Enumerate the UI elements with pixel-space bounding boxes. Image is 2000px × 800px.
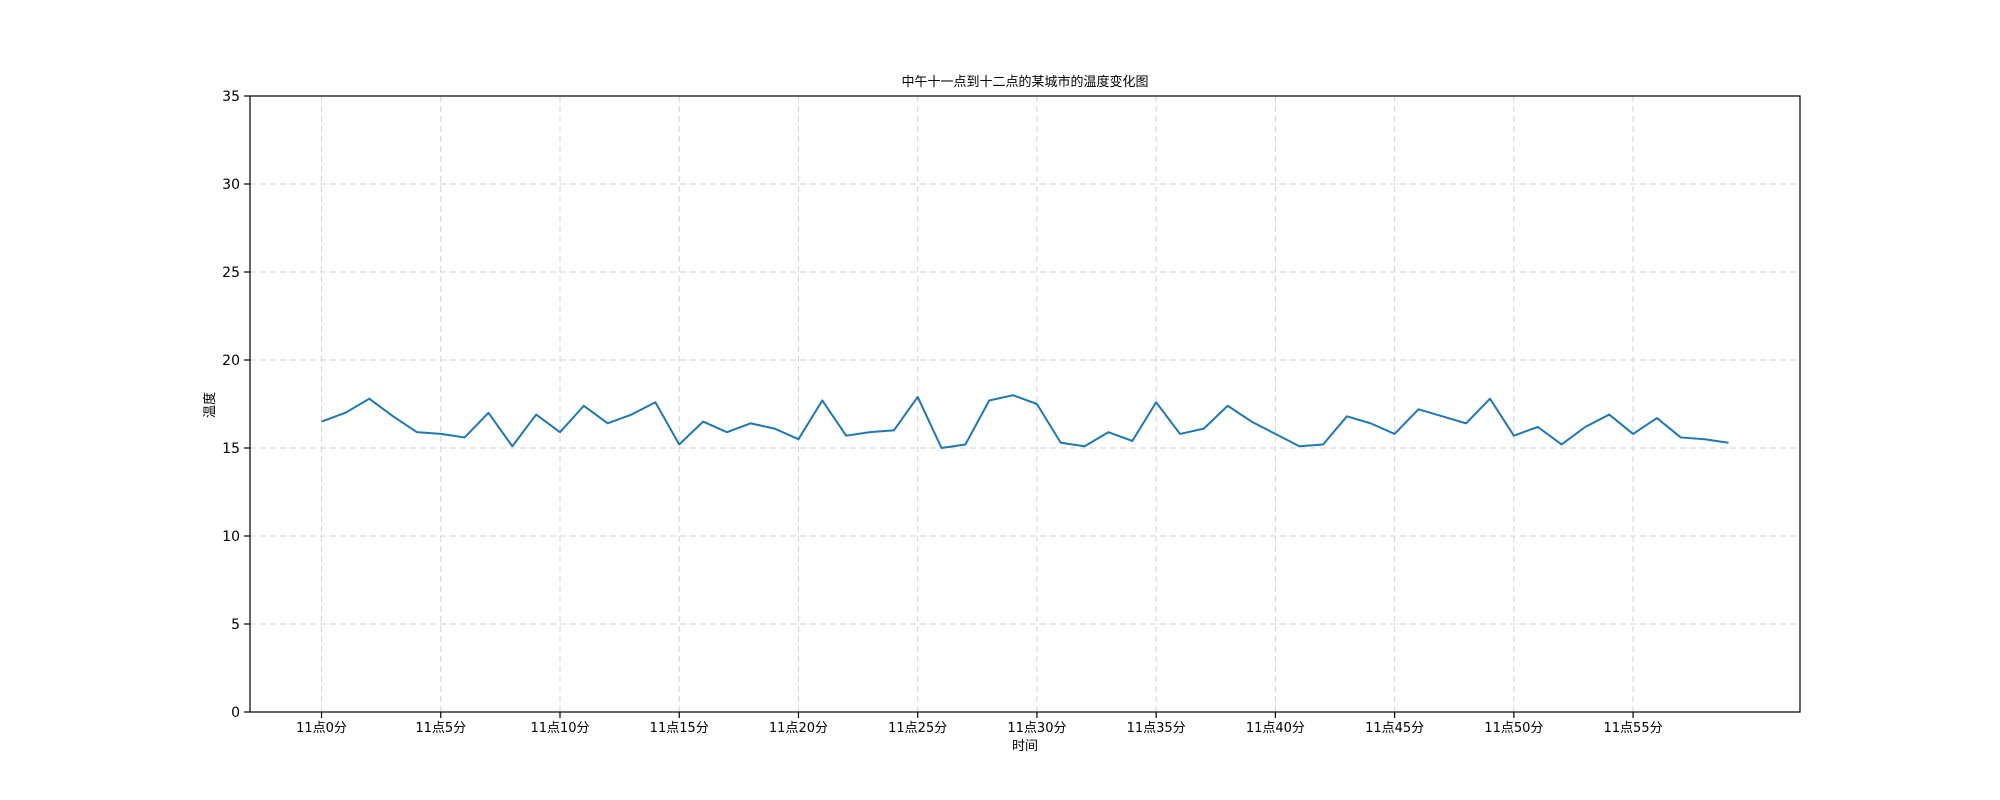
temperature-series-line (321, 394, 1729, 449)
x-axis-label: 时间 (1012, 739, 1038, 754)
x-tick-label: 11点10分 (530, 721, 589, 736)
x-tick-label: 11点0分 (296, 721, 347, 736)
grid-lines (250, 95, 1800, 713)
x-tick-label: 11点20分 (769, 721, 828, 736)
y-tick-label: 10 (222, 529, 240, 545)
x-tick-label: 11点30分 (1007, 721, 1066, 736)
x-tick-label: 11点5分 (415, 721, 466, 736)
x-tick-label: 11点25分 (888, 721, 947, 736)
y-tick-label: 35 (222, 89, 240, 105)
x-tick-label: 11点35分 (1127, 721, 1186, 736)
series-layer (321, 394, 1729, 449)
y-tick-label: 20 (222, 353, 240, 369)
x-tick-label: 11点15分 (650, 721, 709, 736)
y-axis-ticks: 0 5 10 15 20 25 30 35 (222, 89, 250, 721)
plot-frame (249, 95, 1801, 713)
y-tick-label: 15 (222, 441, 240, 457)
x-axis-ticks: 11点0分 11点5分 11点10分 11点15分 11点20分 11点25分 11点30分… (296, 712, 1663, 736)
chart-title: 中午十一点到十二点的某城市的温度变化图 (901, 74, 1148, 90)
x-tick-label: 11点55分 (1604, 721, 1663, 736)
y-tick-label: 5 (231, 617, 240, 633)
y-axis-label: 温度 (202, 392, 218, 418)
y-tick-label: 0 (231, 705, 240, 721)
x-tick-label: 11点50分 (1484, 721, 1543, 736)
y-tick-label: 30 (222, 177, 240, 193)
y-tick-label: 25 (222, 265, 240, 281)
x-tick-label: 11点40分 (1246, 721, 1305, 736)
x-tick-label: 11点45分 (1365, 721, 1424, 736)
